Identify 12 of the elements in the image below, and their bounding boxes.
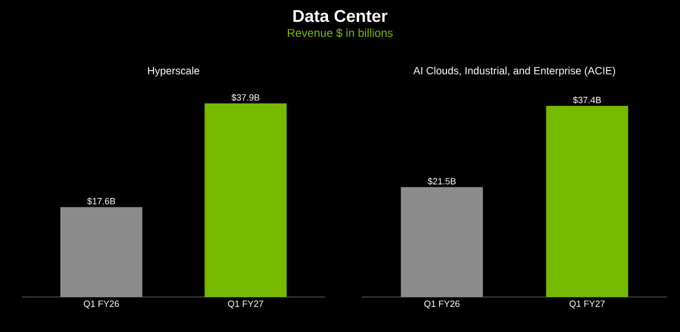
data-label: $21.5B — [428, 178, 456, 185]
text: Revenue $ in billions — [288, 28, 393, 38]
x-tick-label: Q1 FY26 — [84, 300, 119, 309]
x-tick-label: Q1 FY27 — [228, 300, 264, 309]
data-label: $17.6B — [87, 198, 116, 205]
x-tick-label: Q1 FY26 — [424, 300, 460, 309]
chart-title: AI Clouds, Industrial, and Enterprise (ACIE) — [413, 66, 616, 76]
data-label: $37.4B — [572, 96, 601, 104]
chart-title: Hyperscale — [148, 66, 200, 76]
data-label: $37.9B — [231, 94, 260, 102]
text: Data Center — [293, 10, 388, 22]
x-tick-label: Q1 FY27 — [570, 300, 605, 309]
